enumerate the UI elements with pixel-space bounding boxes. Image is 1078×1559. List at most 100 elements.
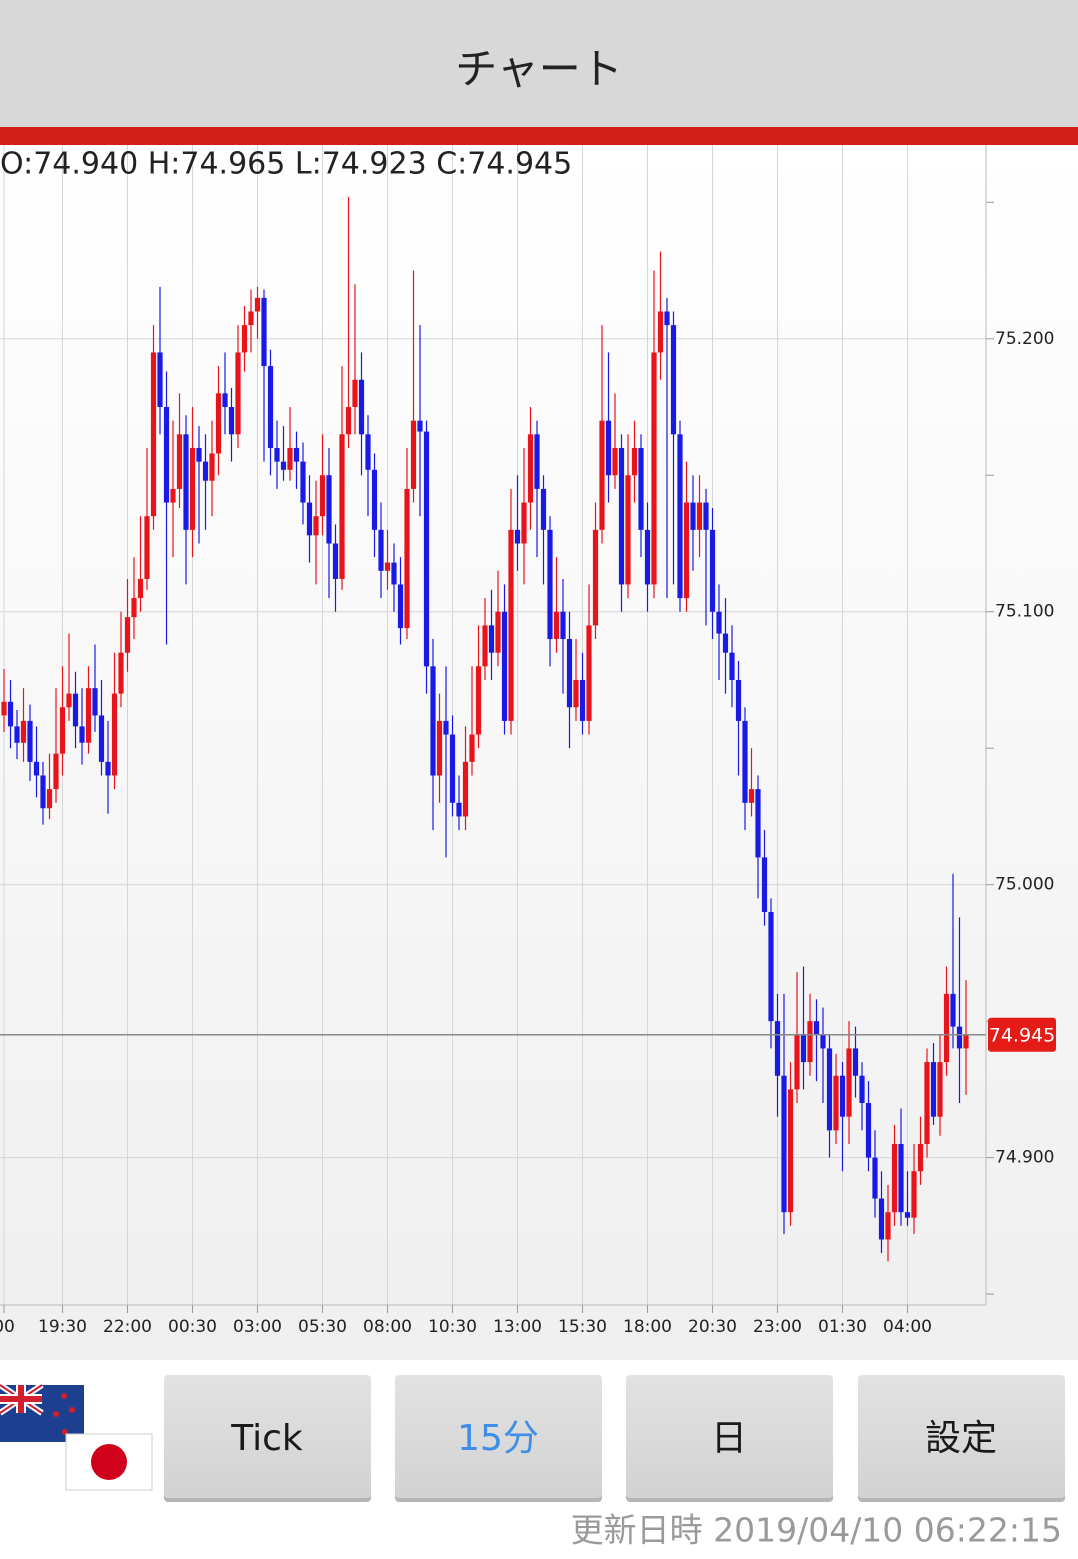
button-label[interactable]: 設定 xyxy=(925,1418,997,1459)
candle-body xyxy=(196,447,202,462)
candle-body xyxy=(644,529,651,585)
candle-body xyxy=(59,707,66,754)
candle-body xyxy=(774,1021,781,1076)
candle-body xyxy=(618,447,625,585)
candle-body xyxy=(85,688,92,743)
candle-body xyxy=(670,325,677,435)
candle-body xyxy=(742,720,748,803)
candle-body xyxy=(599,420,605,530)
app-bar xyxy=(0,0,1078,127)
candle-body xyxy=(521,502,527,544)
button-label[interactable]: Tick xyxy=(230,1418,303,1459)
candle-body xyxy=(872,1157,878,1199)
button-label[interactable]: 15分 xyxy=(457,1418,539,1459)
candle-body xyxy=(287,447,293,470)
candle-body xyxy=(638,447,644,530)
candle-body xyxy=(209,453,215,481)
updated-time: 更新日時 2019/04/10 06:22:15 xyxy=(571,1511,1062,1550)
candle-body xyxy=(605,420,612,476)
candle-body xyxy=(898,1143,904,1213)
y-tick-label: 74.900 xyxy=(995,1148,1054,1168)
candle-body xyxy=(586,625,592,721)
candle-body xyxy=(111,693,118,776)
candle-body xyxy=(722,633,729,653)
button[interactable]: Tick xyxy=(164,1375,371,1502)
candle-body xyxy=(943,993,950,1063)
candle-body xyxy=(612,447,618,476)
candle-body xyxy=(495,611,501,653)
candle-body xyxy=(677,434,683,599)
candle-body xyxy=(40,775,46,809)
x-tick-label: 08:00 xyxy=(363,1317,412,1337)
x-tick-label: 04:00 xyxy=(883,1317,932,1337)
candle-body xyxy=(280,461,287,470)
candle-body xyxy=(449,734,456,803)
candle-body xyxy=(267,366,274,448)
candle-body xyxy=(27,720,33,762)
candle-body xyxy=(98,715,105,762)
candle-body xyxy=(885,1212,891,1240)
candle-body xyxy=(332,543,339,579)
candle-body xyxy=(228,407,235,435)
button-face[interactable] xyxy=(395,1375,602,1498)
candle-body xyxy=(436,720,443,776)
candle-body xyxy=(92,688,98,716)
candle-body xyxy=(709,529,716,612)
candle-body xyxy=(1,701,7,716)
candle-body xyxy=(573,679,579,708)
candle-body xyxy=(293,447,300,462)
candle-body xyxy=(254,297,261,312)
candle-body xyxy=(371,469,378,530)
candle-body xyxy=(579,679,586,721)
candle-body xyxy=(716,611,722,634)
candle-body xyxy=(66,693,72,708)
candle-body xyxy=(963,1034,969,1049)
candle-body xyxy=(807,1021,813,1063)
x-tick-label: 20:30 xyxy=(688,1317,737,1337)
candle-body xyxy=(72,693,79,727)
button-row: Tick 15分 日 設定 xyxy=(164,1375,1065,1502)
candle-body xyxy=(917,1143,924,1172)
candle-body xyxy=(592,529,599,626)
candle-body xyxy=(105,761,111,776)
button-face[interactable] xyxy=(164,1375,371,1498)
candle-body xyxy=(904,1212,911,1218)
candle-body xyxy=(131,598,137,618)
candle-body xyxy=(540,488,547,530)
candle-body xyxy=(313,516,319,536)
button[interactable]: 15分 xyxy=(395,1375,602,1502)
candle-body xyxy=(14,726,20,743)
app-title: チャート xyxy=(455,45,623,94)
candle-body xyxy=(553,611,560,640)
candle-body xyxy=(202,461,209,481)
candle-body xyxy=(384,562,391,571)
button-face[interactable] xyxy=(626,1375,833,1498)
candle-body xyxy=(417,420,423,432)
candle-body xyxy=(956,1026,963,1049)
candle-body xyxy=(319,475,326,517)
ohlc-header: O:74.940 H:74.965 L:74.923 C:74.945 xyxy=(0,147,572,182)
candle-body xyxy=(430,666,436,776)
accent-bar xyxy=(0,127,1078,145)
jp-flag xyxy=(65,1433,153,1491)
candle-body xyxy=(852,1048,859,1076)
candle-body xyxy=(241,325,248,353)
candle-body xyxy=(358,379,365,435)
candle-body xyxy=(813,1021,820,1035)
candle-body xyxy=(274,447,280,462)
x-tick-label: 15:30 xyxy=(558,1317,607,1337)
x-tick-label: 18:00 xyxy=(623,1317,672,1337)
candle-body xyxy=(378,529,384,571)
button-label[interactable]: 日 xyxy=(711,1418,747,1459)
x-tick-label: 05:30 xyxy=(298,1317,347,1337)
button-face[interactable] xyxy=(858,1375,1065,1498)
candle-body xyxy=(651,352,657,585)
button[interactable]: 設定 xyxy=(858,1375,1065,1502)
candle-body xyxy=(761,857,768,912)
candle-body xyxy=(488,625,495,653)
candle-body xyxy=(118,652,124,694)
candle-body xyxy=(891,1143,898,1213)
candle-body xyxy=(820,1034,826,1049)
button[interactable]: 日 xyxy=(626,1375,833,1502)
